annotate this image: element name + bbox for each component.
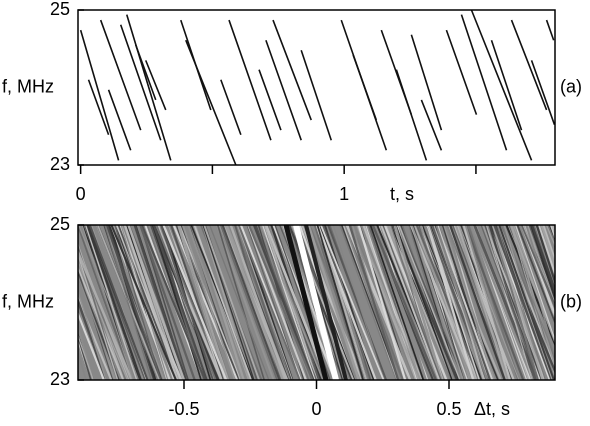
drift-line — [471, 10, 531, 160]
x-axis-label: Δt, s — [474, 399, 510, 419]
drift-line — [89, 80, 109, 135]
x-axis-label: t, s — [390, 184, 414, 204]
x-tick-label: -0.5 — [168, 399, 199, 419]
drift-line — [109, 90, 131, 150]
x-tick-label: 0 — [76, 184, 86, 204]
y-tick-label: 25 — [50, 0, 70, 19]
stripe — [584, 225, 590, 380]
drift-line — [353, 55, 376, 120]
drift-line — [273, 20, 311, 120]
drift-line — [421, 100, 441, 150]
drift-line — [446, 30, 476, 114]
stripe — [584, 225, 590, 380]
drift-line — [229, 20, 271, 140]
y-axis-label: f, MHz — [2, 291, 54, 311]
y-tick-label: 25 — [50, 214, 70, 234]
stripe — [582, 225, 590, 380]
drift-line — [301, 50, 331, 140]
panel-label: (b) — [560, 291, 582, 311]
drift-line — [547, 20, 554, 40]
stripe — [586, 225, 590, 380]
drift-line — [221, 80, 241, 135]
y-tick-label: 23 — [50, 154, 70, 174]
y-axis-label: f, MHz — [2, 76, 54, 96]
x-tick-label: 1 — [339, 184, 349, 204]
drift-line — [266, 40, 301, 140]
x-tick-label: 0.5 — [436, 399, 461, 419]
panel-label: (a) — [560, 76, 582, 96]
drift-line — [411, 35, 441, 130]
y-tick-label: 23 — [50, 369, 70, 389]
stripe — [585, 225, 590, 380]
drift-line — [532, 60, 555, 124]
drift-line — [259, 70, 281, 130]
drift-line — [101, 20, 141, 130]
drift-line — [136, 45, 156, 100]
x-tick-label: 0 — [311, 399, 321, 419]
drift-line — [512, 20, 547, 110]
texture — [40, 225, 590, 380]
drift-line — [396, 70, 426, 161]
drift-line — [81, 30, 119, 160]
drift-line — [127, 15, 171, 161]
